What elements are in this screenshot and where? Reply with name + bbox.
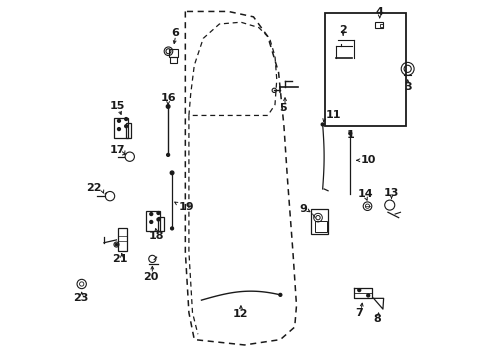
Circle shape (348, 132, 351, 135)
Bar (146, 211, 160, 231)
Text: 6: 6 (171, 28, 179, 38)
Circle shape (166, 153, 169, 156)
Bar (310, 209, 328, 234)
Text: 22: 22 (86, 183, 102, 193)
Text: 4: 4 (375, 7, 383, 17)
Text: 19: 19 (178, 202, 194, 212)
Text: 21: 21 (112, 254, 127, 264)
Bar (170, 57, 176, 63)
Circle shape (149, 213, 152, 216)
Text: 11: 11 (325, 111, 340, 121)
Text: 5: 5 (279, 103, 286, 113)
Bar (158, 217, 163, 231)
Text: 8: 8 (373, 314, 381, 324)
Text: 3: 3 (403, 82, 410, 92)
Text: 20: 20 (142, 272, 158, 282)
Circle shape (166, 105, 169, 108)
Bar (114, 118, 127, 138)
Text: 15: 15 (109, 102, 124, 112)
Text: 10: 10 (360, 155, 376, 165)
Circle shape (366, 294, 369, 297)
Circle shape (321, 123, 324, 126)
Circle shape (117, 120, 120, 122)
Circle shape (115, 243, 117, 246)
Text: 17: 17 (109, 144, 124, 154)
Circle shape (117, 128, 120, 131)
Circle shape (170, 227, 173, 230)
Circle shape (170, 171, 174, 175)
Circle shape (149, 221, 152, 224)
Text: 23: 23 (73, 293, 88, 303)
Text: 2: 2 (339, 25, 346, 35)
Circle shape (124, 125, 127, 128)
Circle shape (357, 289, 360, 292)
Text: 12: 12 (233, 310, 248, 319)
Bar (118, 228, 127, 251)
Bar (374, 22, 382, 28)
Text: 16: 16 (160, 93, 176, 103)
Bar (325, 13, 405, 126)
Text: 13: 13 (383, 188, 398, 198)
Circle shape (157, 218, 160, 221)
Bar (169, 49, 178, 57)
Text: 14: 14 (357, 189, 373, 199)
Bar (379, 24, 382, 27)
Circle shape (124, 118, 127, 121)
Bar (314, 221, 326, 232)
Text: 1: 1 (346, 130, 353, 140)
Text: 9: 9 (299, 204, 307, 214)
Circle shape (278, 293, 281, 296)
Text: 18: 18 (148, 231, 164, 240)
Text: 7: 7 (355, 308, 363, 318)
Circle shape (157, 212, 160, 215)
Bar (126, 123, 131, 138)
